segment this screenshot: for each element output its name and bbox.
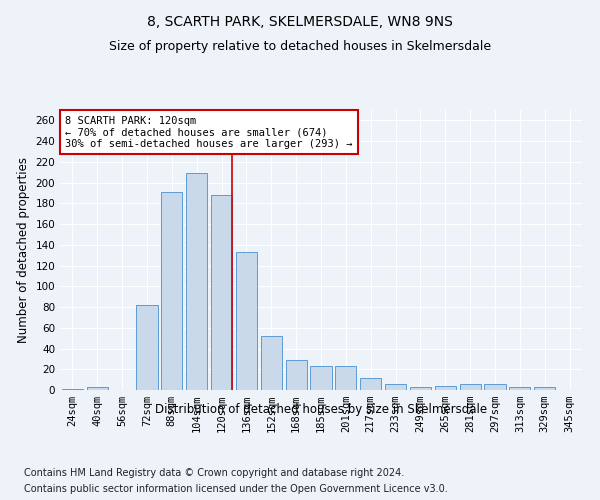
Text: Contains HM Land Registry data © Crown copyright and database right 2024.: Contains HM Land Registry data © Crown c… xyxy=(24,468,404,477)
Bar xyxy=(87,387,108,390)
Bar xyxy=(286,360,307,390)
Bar xyxy=(236,252,257,390)
Bar xyxy=(62,389,83,390)
Text: Contains public sector information licensed under the Open Government Licence v3: Contains public sector information licen… xyxy=(24,484,448,494)
Bar xyxy=(186,174,207,390)
Bar xyxy=(410,387,431,390)
Text: Size of property relative to detached houses in Skelmersdale: Size of property relative to detached ho… xyxy=(109,40,491,53)
Bar xyxy=(385,384,406,390)
Bar xyxy=(509,387,530,390)
Bar xyxy=(534,387,555,390)
Bar xyxy=(310,366,332,390)
Bar xyxy=(136,305,158,390)
Bar xyxy=(335,366,356,390)
Bar xyxy=(460,384,481,390)
Bar xyxy=(360,378,381,390)
Bar xyxy=(484,384,506,390)
Bar xyxy=(211,195,232,390)
Bar xyxy=(161,192,182,390)
Bar xyxy=(435,386,456,390)
Text: 8 SCARTH PARK: 120sqm
← 70% of detached houses are smaller (674)
30% of semi-det: 8 SCARTH PARK: 120sqm ← 70% of detached … xyxy=(65,116,353,149)
Text: 8, SCARTH PARK, SKELMERSDALE, WN8 9NS: 8, SCARTH PARK, SKELMERSDALE, WN8 9NS xyxy=(147,15,453,29)
Y-axis label: Number of detached properties: Number of detached properties xyxy=(17,157,30,343)
Text: Distribution of detached houses by size in Skelmersdale: Distribution of detached houses by size … xyxy=(155,402,487,415)
Bar xyxy=(261,336,282,390)
